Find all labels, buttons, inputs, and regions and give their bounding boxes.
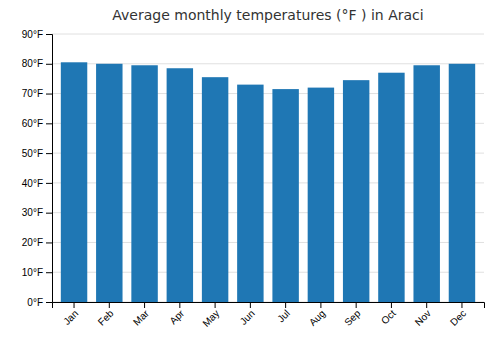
x-tick-mark	[179, 302, 180, 308]
y-tick-mark	[46, 64, 52, 65]
bar	[167, 68, 193, 302]
grid-line	[52, 34, 484, 35]
y-tick-mark	[46, 272, 52, 273]
y-tick-label: 90°F	[22, 29, 43, 40]
bar	[202, 77, 228, 302]
y-tick-label: 20°F	[22, 237, 43, 248]
bar	[96, 64, 122, 302]
x-tick-label: Nov	[413, 308, 433, 328]
y-axis: 0°F 10°F 20°F 30°F 40°F 50°F 60°F 70°F 80°F 90°F	[22, 29, 53, 308]
x-tick: Dec	[448, 302, 468, 328]
y-tick: 80°F	[22, 58, 52, 69]
y-tick-label: 40°F	[22, 178, 43, 189]
x-tick-mark	[285, 302, 286, 308]
x-tick-mark	[74, 302, 75, 308]
bar	[308, 88, 334, 302]
x-tick-mark	[391, 302, 392, 308]
bar	[272, 89, 298, 302]
x-tick: Jul	[275, 302, 292, 324]
bar	[449, 64, 475, 302]
x-tick-label: Jun	[238, 308, 257, 327]
bar	[413, 65, 439, 302]
y-tick-mark	[46, 123, 52, 124]
bar	[61, 62, 87, 302]
y-tick: 20°F	[22, 237, 52, 248]
y-tick-mark	[46, 183, 52, 184]
x-tick-label: Aug	[307, 308, 327, 328]
bar	[343, 80, 369, 302]
x-tick-label: Apr	[167, 307, 186, 326]
y-tick: 50°F	[22, 148, 52, 159]
x-tick: Jan	[61, 302, 80, 327]
y-tick-label: 30°F	[22, 207, 43, 218]
x-tick: Jun	[238, 302, 257, 327]
y-tick-mark	[46, 242, 52, 243]
y-tick-label: 80°F	[22, 58, 43, 69]
x-tick-mark	[461, 302, 462, 308]
title: Average monthly temperatures (°F ) in Ar…	[112, 7, 423, 23]
chart-container: 0°F 10°F 20°F 30°F 40°F 50°F 60°F 70°F 80°F 90°F J…	[0, 0, 500, 350]
bars	[61, 62, 475, 302]
x-tick-mark	[215, 302, 216, 308]
x-tick-mark	[109, 302, 110, 308]
grid	[52, 34, 484, 302]
y-tick: 40°F	[22, 178, 52, 189]
y-tick-label: 60°F	[22, 118, 43, 129]
y-tick-mark	[46, 34, 52, 35]
x-tick-label: Dec	[448, 308, 468, 328]
x-tick-label: Sep	[342, 307, 363, 328]
x-axis: Jan Feb Mar Apr May Jun Jul Aug Sep Oct Nov Dec	[53, 302, 485, 329]
y-tick: 10°F	[22, 267, 52, 278]
y-tick-mark	[46, 213, 52, 214]
x-tick-label: Jan	[61, 308, 80, 327]
y-axis-line	[46, 35, 53, 303]
x-tick: Mar	[131, 302, 151, 328]
y-tick: 60°F	[22, 118, 52, 129]
x-tick-label: Jul	[275, 308, 292, 325]
x-tick-label: Mar	[131, 307, 151, 327]
bar	[378, 73, 404, 302]
y-tick: 90°F	[22, 29, 52, 40]
x-tick: Nov	[413, 302, 433, 328]
bar	[237, 85, 263, 302]
x-tick: Sep	[342, 302, 363, 328]
y-tick-label: 70°F	[22, 88, 43, 99]
x-tick: Feb	[96, 302, 116, 328]
x-tick-mark	[320, 302, 321, 308]
x-tick: Aug	[307, 302, 327, 328]
y-tick-mark	[46, 94, 52, 95]
chart: 0°F 10°F 20°F 30°F 40°F 50°F 60°F 70°F 80°F 90°F J…	[0, 0, 500, 350]
x-tick: Oct	[379, 302, 398, 326]
x-tick-mark	[250, 302, 251, 308]
x-tick-label: Oct	[379, 308, 398, 327]
y-tick: 30°F	[22, 207, 52, 218]
x-axis-line	[53, 303, 485, 309]
x-tick-label: Feb	[96, 307, 116, 327]
y-tick: 0°F	[27, 297, 52, 308]
y-tick-label: 0°F	[27, 297, 43, 308]
x-tick: Apr	[167, 302, 186, 326]
x-tick-mark	[426, 302, 427, 308]
bar	[131, 65, 157, 302]
x-tick: May	[200, 302, 221, 329]
y-tick-label: 50°F	[22, 148, 43, 159]
x-tick-mark	[144, 302, 145, 308]
y-tick-mark	[46, 153, 52, 154]
x-tick-label: May	[200, 308, 221, 329]
y-tick-mark	[46, 302, 52, 303]
y-tick-label: 10°F	[22, 267, 43, 278]
y-tick: 70°F	[22, 88, 52, 99]
x-tick-mark	[356, 302, 357, 308]
